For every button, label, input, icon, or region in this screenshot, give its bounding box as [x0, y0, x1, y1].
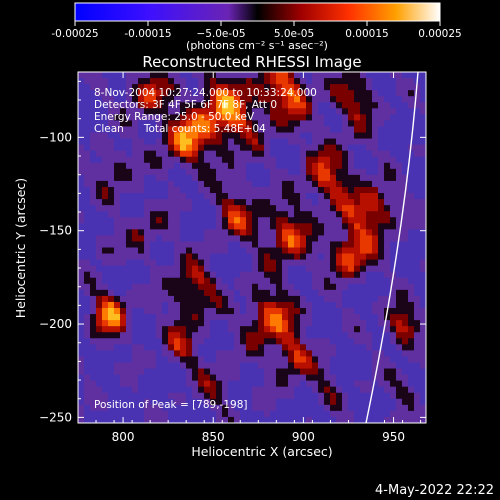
- colorbar-ticks: -0.00025 -0.00015 −5.0e-05 5.0e-05 0.00015 0.…: [51, 21, 462, 40]
- x-tick-label: 900: [292, 430, 315, 444]
- chart-title: Reconstructed RHESSI Image: [142, 53, 361, 71]
- colorbar-tick-label: −5.0e-05: [196, 28, 245, 40]
- colorbar-tick-label: 0.00015: [345, 28, 388, 40]
- x-axis-label: Heliocentric X (arcsec): [191, 444, 332, 459]
- annotation-clean: Clean Total counts: 5.48E+04: [94, 123, 266, 135]
- x-tick-label: 950: [382, 430, 405, 444]
- colorbar-gradient: [74, 2, 441, 22]
- y-tick-label: −200: [39, 317, 72, 331]
- annotation-time-range: 8-Nov-2004 10:27:24.000 to 10:33:24.000: [94, 87, 317, 99]
- footer-date: 4-May-2022 22:22: [375, 483, 494, 498]
- colorbar-unit-label: (photons cm⁻² s⁻¹ asec⁻²): [186, 39, 328, 52]
- axis-ticks: 800 850 900 950 −100 −150 −200 −250: [39, 72, 426, 444]
- y-tick-label: −250: [39, 410, 72, 424]
- annotation-energy: Energy Range: 25.0 - 50.0 keV: [94, 111, 255, 123]
- x-tick-label: 850: [202, 430, 225, 444]
- annotation-detectors: Detectors: 3F 4F 5F 6F 7F 8F, Att 0: [94, 99, 277, 111]
- annotations: 8-Nov-2004 10:27:24.000 to 10:33:24.000 …: [94, 87, 317, 411]
- colorbar-tick-label: -0.00015: [124, 28, 171, 40]
- y-axis-label: Heliocentric Y (arcsec): [13, 178, 28, 318]
- colorbar-tick-label: 5.0e-05: [274, 28, 314, 40]
- y-tick-label: −150: [39, 224, 72, 238]
- annotation-peak: Position of Peak = [789,-198]: [94, 399, 248, 411]
- y-tick-label: −100: [39, 130, 72, 144]
- x-tick-label: 800: [112, 430, 135, 444]
- solar-limb: [365, 72, 419, 423]
- heatmap-image: [78, 72, 426, 423]
- plot-frame: [77, 71, 427, 424]
- plot-area: 800 850 900 950 −100 −150 −200 −250: [39, 71, 427, 444]
- colorbar-tick-label: -0.00025: [51, 28, 98, 40]
- colorbar: -0.00025 -0.00015 −5.0e-05 5.0e-05 0.00015 0.…: [51, 2, 462, 52]
- colorbar-tick-label: 0.00025: [418, 28, 461, 40]
